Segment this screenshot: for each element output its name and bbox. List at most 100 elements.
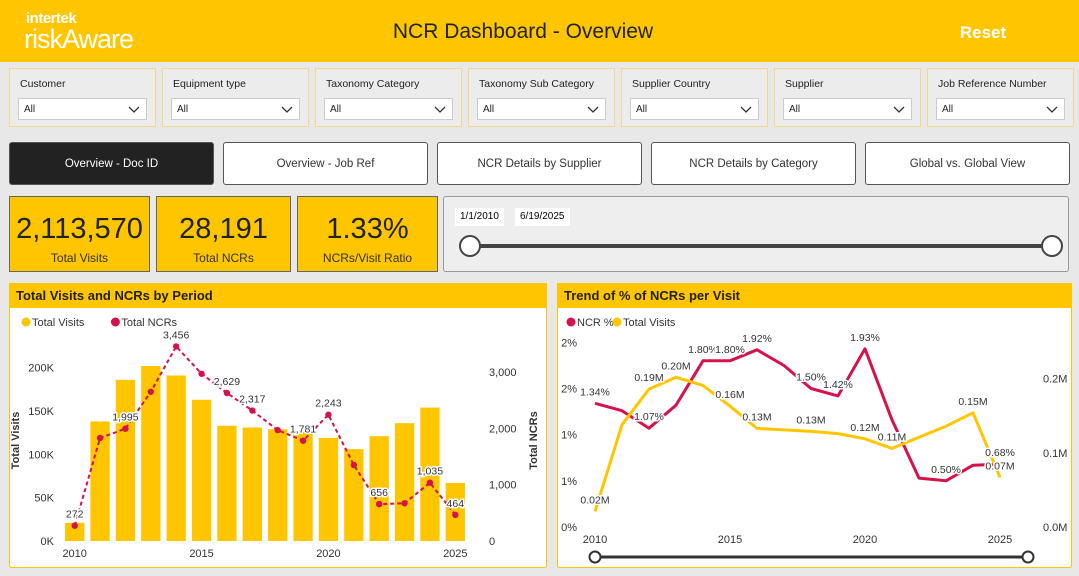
tab[interactable]: Overview - Doc ID bbox=[9, 142, 214, 185]
tab[interactable]: NCR Details by Category bbox=[651, 142, 856, 185]
y2-axis-title: Total NCRs bbox=[528, 411, 540, 469]
bar bbox=[242, 427, 262, 541]
series-line bbox=[593, 375, 1002, 512]
filter-value: All bbox=[789, 104, 801, 115]
legend-swatch bbox=[566, 317, 576, 327]
filter-dropdown[interactable]: All bbox=[783, 98, 912, 120]
data-label: 1,035 bbox=[417, 466, 443, 478]
filter-dropdown[interactable]: All bbox=[324, 98, 453, 120]
range-slider-handle[interactable] bbox=[588, 550, 602, 564]
data-label: 0.16M bbox=[715, 389, 744, 401]
kpi-value: 1.33% bbox=[326, 213, 409, 245]
range-slider-handle[interactable] bbox=[1021, 550, 1035, 564]
x-tick-label: 2010 bbox=[583, 534, 607, 546]
slider-handle[interactable] bbox=[459, 235, 481, 257]
filter[interactable]: Equipment type All bbox=[162, 68, 309, 127]
filter[interactable]: Taxonomy Sub Category All bbox=[468, 68, 615, 127]
filter-value: All bbox=[483, 104, 495, 115]
data-label: 0.19M bbox=[634, 372, 663, 384]
bar bbox=[344, 449, 364, 541]
filter-label: Equipment type bbox=[173, 78, 246, 90]
bar bbox=[115, 379, 136, 541]
line-marker bbox=[274, 426, 281, 434]
line-marker bbox=[325, 411, 332, 418]
filter[interactable]: Supplier Country All bbox=[621, 68, 768, 127]
filter-dropdown[interactable]: All bbox=[936, 98, 1065, 120]
legend-label: NCR % bbox=[577, 317, 614, 329]
y2-tick-label: 0.0M bbox=[1043, 522, 1067, 534]
filter-value: All bbox=[177, 104, 189, 115]
filter-label: Taxonomy Sub Category bbox=[479, 78, 594, 90]
chevron bbox=[740, 106, 752, 113]
bar bbox=[268, 429, 288, 541]
line-marker bbox=[401, 500, 408, 507]
data-label: 1.07% bbox=[634, 411, 664, 423]
chart-title: Total Visits and NCRs by Period bbox=[16, 288, 213, 303]
line-marker bbox=[426, 479, 434, 486]
chevron bbox=[587, 106, 599, 113]
y-axis-title: Total Visits bbox=[10, 412, 22, 470]
filter-dropdown[interactable]: All bbox=[18, 98, 147, 120]
filter[interactable]: Customer All bbox=[9, 68, 156, 127]
data-label: 1.34% bbox=[580, 386, 610, 398]
y-tick-label: 0K bbox=[41, 536, 55, 548]
y-tick-label: 50K bbox=[34, 493, 54, 505]
data-label: 1.50% bbox=[796, 372, 826, 384]
data-label: 0.15M bbox=[958, 396, 987, 408]
y-tick-label: 100K bbox=[28, 449, 54, 461]
date-slider[interactable] bbox=[444, 197, 1068, 271]
tab[interactable]: Overview - Job Ref bbox=[223, 142, 428, 185]
data-label: 656 bbox=[370, 487, 388, 499]
filter[interactable]: Job Reference Number All bbox=[927, 68, 1074, 127]
chevron bbox=[893, 106, 905, 113]
data-label: 0.07M bbox=[985, 460, 1014, 472]
data-label: 1.80% bbox=[688, 344, 718, 356]
chevron bbox=[281, 106, 293, 113]
legend-swatch bbox=[21, 317, 31, 327]
y2-tick-label: 1,000 bbox=[489, 480, 517, 492]
data-label: 1,995 bbox=[112, 412, 138, 424]
x-tick-label: 2015 bbox=[189, 548, 213, 560]
filter-dropdown[interactable]: All bbox=[477, 98, 606, 120]
x-tick-label: 2010 bbox=[62, 548, 86, 560]
slider-handle[interactable] bbox=[1041, 235, 1063, 257]
reset-button[interactable]: Reset bbox=[959, 23, 1007, 42]
filter[interactable]: Supplier All bbox=[774, 68, 921, 127]
kpi-value: 2,113,570 bbox=[16, 213, 143, 245]
tab[interactable]: NCR Details by Supplier bbox=[437, 142, 642, 185]
data-label: 0.02M bbox=[580, 494, 609, 506]
tab[interactable]: Global vs. Global View bbox=[865, 142, 1070, 185]
y2-tick-label: 0 bbox=[489, 536, 495, 548]
chart-visits-ncrs: Total Visits and NCRs by Period 0K 50K 100K… bbox=[9, 283, 547, 568]
x-tick-label: 2020 bbox=[316, 548, 340, 560]
chart-title: Trend of % of NCRs per Visit bbox=[564, 288, 741, 303]
date-slicer[interactable]: 1/1/2010 6/19/2025 bbox=[443, 196, 1069, 272]
filter[interactable]: Taxonomy Category All bbox=[315, 68, 462, 127]
line-marker bbox=[375, 500, 383, 508]
data-label: 0.11M bbox=[878, 431, 906, 443]
y2-tick-label: 0.1M bbox=[1043, 448, 1067, 460]
filter-value: All bbox=[330, 104, 342, 115]
data-label: 0.12M bbox=[850, 422, 879, 434]
data-label: 2,317 bbox=[239, 394, 265, 406]
dashboard-title: NCR Dashboard - Overview bbox=[392, 20, 654, 43]
line-marker bbox=[198, 370, 205, 377]
y-tick-label: 0% bbox=[561, 522, 577, 534]
header-bar: intertek riskAware NCR Dashboard - Overv… bbox=[0, 0, 1079, 62]
x-tick-label: 2015 bbox=[718, 534, 742, 546]
x-tick-label: 2020 bbox=[853, 534, 877, 546]
end-date[interactable]: 6/19/2025 bbox=[515, 208, 570, 226]
start-date[interactable]: 1/1/2010 bbox=[455, 208, 504, 226]
y2-tick-label: 0.2M bbox=[1043, 374, 1067, 386]
y-tick-label: 2% bbox=[561, 384, 577, 396]
line-marker bbox=[96, 434, 104, 442]
filter-dropdown[interactable]: All bbox=[630, 98, 759, 120]
data-label: 0.50% bbox=[931, 464, 961, 476]
filter-dropdown[interactable]: All bbox=[171, 98, 300, 120]
filter-label: Customer bbox=[20, 78, 66, 90]
bar bbox=[369, 436, 389, 541]
line-marker bbox=[249, 407, 256, 414]
filter-value: All bbox=[942, 104, 954, 115]
logo-top: intertek bbox=[26, 10, 77, 27]
